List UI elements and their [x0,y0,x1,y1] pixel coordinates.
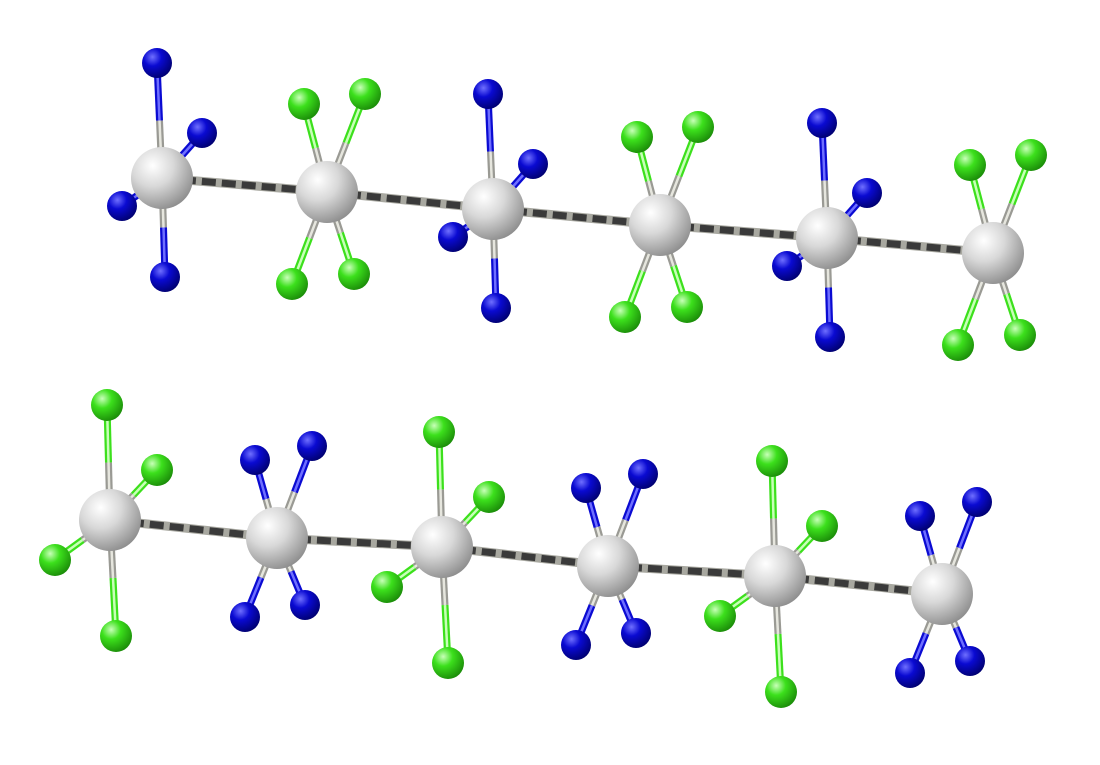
metal-atom [79,489,141,551]
green-ligand-atom [682,111,714,143]
blue-ligand-atom [473,79,503,109]
blue-ligand-atom [815,322,845,352]
green-ligand-atom [349,78,381,110]
blue-ligand-atom [571,473,601,503]
green-ligand-atom [756,445,788,477]
blue-ligand-atom [150,262,180,292]
green-ligand-atom [1015,139,1047,171]
metal-atom [962,222,1024,284]
green-ligand-atom [1004,319,1036,351]
metal-atom [131,147,193,209]
blue-ligand-atom [807,108,837,138]
green-ligand-atom [39,544,71,576]
green-ligand-atom [621,121,653,153]
green-ligand-atom [806,510,838,542]
green-ligand-atom [942,329,974,361]
blue-ligand-atom [240,445,270,475]
green-ligand-atom [609,301,641,333]
green-ligand-atom [338,258,370,290]
blue-ligand-atom [107,191,137,221]
blue-ligand-atom [438,222,468,252]
green-ligand-atom [288,88,320,120]
metal-atom [911,563,973,625]
blue-ligand-atom [481,293,511,323]
green-ligand-atom [473,481,505,513]
blue-ligand-atom [518,149,548,179]
blue-ligand-atom [852,178,882,208]
green-ligand-atom [423,416,455,448]
blue-ligand-atom [187,118,217,148]
blue-ligand-atom [628,459,658,489]
metal-metal-links [109,173,994,599]
metal-atom [246,507,308,569]
green-ligand-atom [100,620,132,652]
metal-atom [296,161,358,223]
green-ligand-atom [954,149,986,181]
blue-ligand-atom [230,602,260,632]
blue-ligand-atom [561,630,591,660]
green-ligand-atom [371,571,403,603]
atoms [39,48,1047,708]
green-ligand-atom [765,676,797,708]
green-ligand-atom [91,389,123,421]
green-ligand-atom [141,454,173,486]
metal-atom [744,545,806,607]
blue-ligand-atom [905,501,935,531]
green-ligand-atom [671,291,703,323]
green-ligand-atom [432,647,464,679]
blue-ligand-atom [142,48,172,78]
blue-ligand-atom [290,590,320,620]
metal-atom [411,516,473,578]
green-ligand-atom [704,600,736,632]
blue-ligand-atom [772,251,802,281]
green-ligand-atom [276,268,308,300]
blue-ligand-atom [962,487,992,517]
blue-ligand-atom [895,658,925,688]
blue-ligand-atom [955,646,985,676]
metal-atom [462,178,524,240]
metal-atom [796,207,858,269]
blue-ligand-atom [297,431,327,461]
metal-atom [577,535,639,597]
blue-ligand-atom [621,618,651,648]
metal-atom [629,194,691,256]
